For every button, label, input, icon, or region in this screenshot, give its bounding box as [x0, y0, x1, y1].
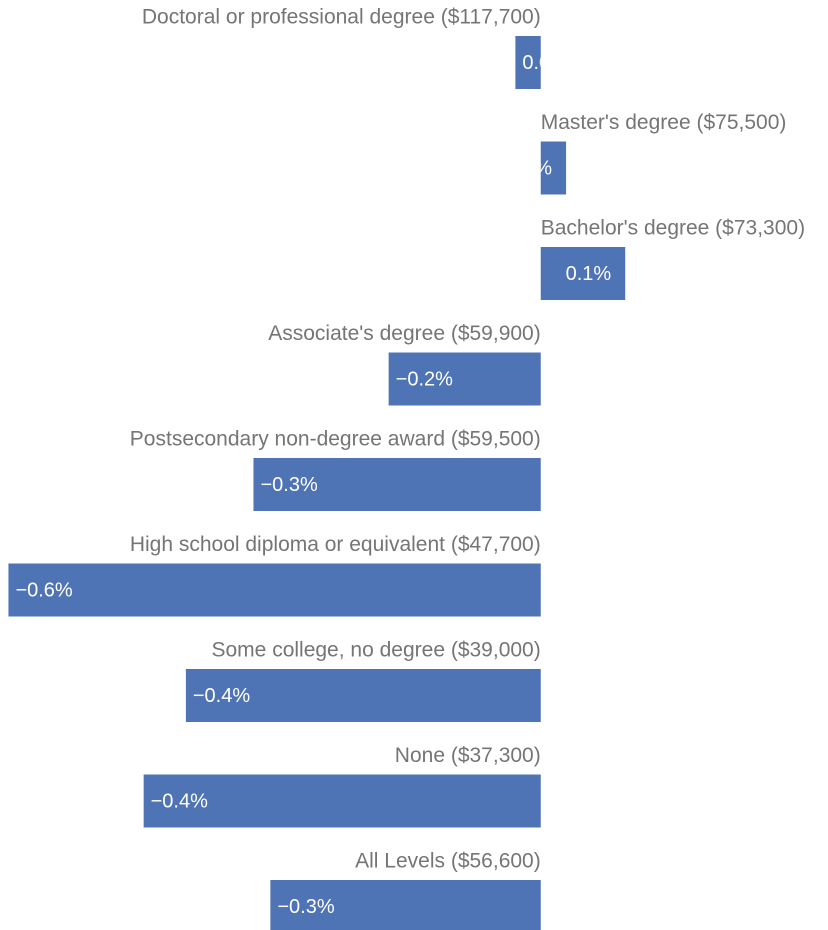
category-label: Postsecondary non-degree award ($59,500) — [130, 428, 541, 451]
value-label: −0.4% — [151, 790, 208, 812]
bar — [8, 563, 541, 617]
value-label: 0.1% — [566, 263, 612, 285]
bar — [185, 669, 541, 722]
bar — [388, 352, 541, 406]
category-label: None ($37,300) — [395, 744, 541, 767]
category-label: All Levels ($56,600) — [355, 850, 541, 873]
bar — [270, 880, 541, 930]
value-label: −0.6% — [15, 579, 72, 601]
value-label: −0.3% — [277, 896, 334, 918]
bar — [253, 458, 541, 511]
value-label: −0.2% — [396, 368, 453, 390]
value-label: 0.0% — [522, 52, 568, 74]
bar — [540, 247, 626, 300]
category-label: Some college, no degree ($39,000) — [212, 639, 541, 662]
value-label: 0.0% — [506, 157, 552, 179]
value-label: −0.4% — [193, 685, 250, 707]
bar — [143, 774, 541, 828]
value-label: −0.3% — [260, 474, 317, 496]
category-label: Doctoral or professional degree ($117,70… — [142, 6, 541, 29]
bar — [515, 36, 541, 89]
category-label: High school diploma or equivalent ($47,7… — [130, 533, 541, 556]
category-label: Associate's degree ($59,900) — [268, 322, 541, 345]
category-label: Master's degree ($75,500) — [541, 111, 787, 134]
bar — [540, 141, 567, 195]
category-label: Bachelor's degree ($73,300) — [541, 217, 805, 240]
